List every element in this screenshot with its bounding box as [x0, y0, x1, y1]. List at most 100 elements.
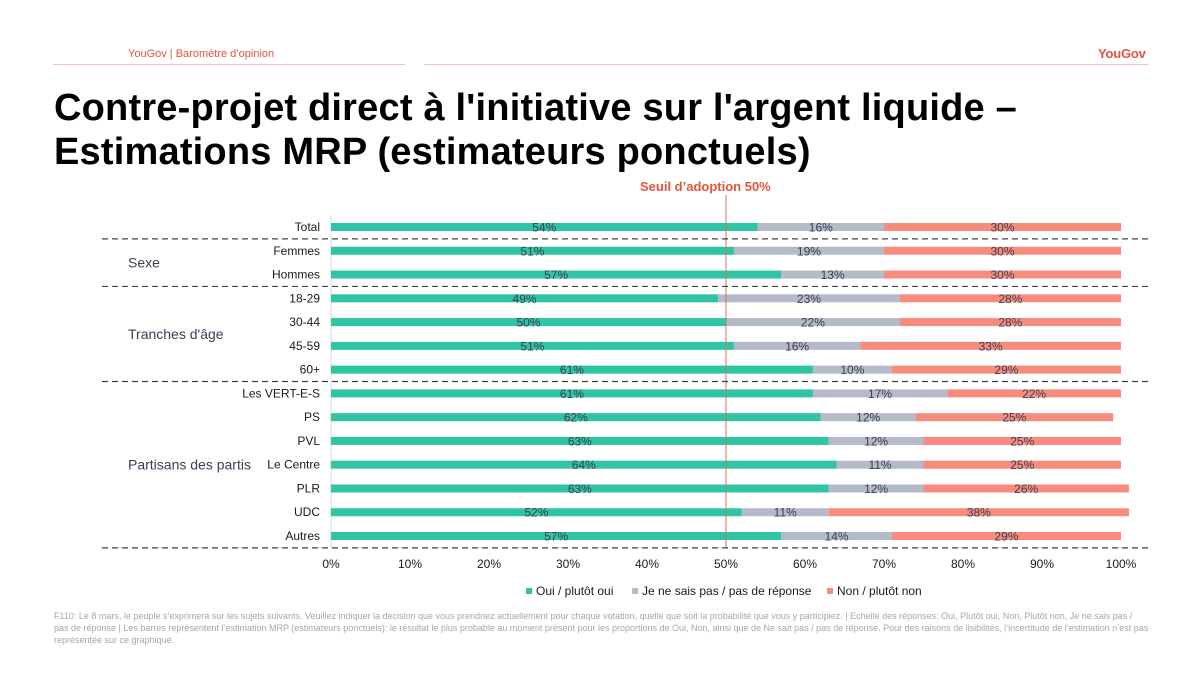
data-label-non: 30% [990, 244, 1014, 258]
data-label-oui: 57% [544, 530, 568, 544]
bar-non [915, 413, 1114, 422]
data-label-oui: 64% [572, 458, 596, 472]
category-label: 60+ [300, 363, 320, 377]
bar-non [923, 460, 1121, 469]
bar-non [923, 484, 1129, 493]
data-label-oui: 54% [532, 221, 556, 235]
bar-oui [331, 318, 726, 327]
x-tick-label: 30% [556, 557, 580, 571]
bar-nsp [741, 508, 829, 517]
category-label: Hommes [272, 268, 320, 282]
data-label-non: 30% [990, 268, 1014, 282]
data-label-nsp: 12% [864, 434, 888, 448]
bar-oui [331, 484, 829, 493]
yougov-logo: YouGov [1098, 46, 1146, 61]
category-label: PLR [297, 481, 321, 495]
bar-nsp [733, 246, 884, 255]
data-label-nsp: 12% [856, 411, 880, 425]
bar-non [891, 365, 1121, 374]
bar-nsp [781, 532, 892, 541]
header-divider-right [424, 64, 1148, 65]
bar-nsp [812, 389, 948, 398]
header-label: YouGov | Baromètre d’opinion [128, 48, 275, 60]
data-label-nsp: 17% [868, 387, 892, 401]
bar-non [884, 223, 1121, 231]
category-label: Le Centre [267, 458, 320, 472]
data-label-nsp: 11% [868, 458, 891, 472]
group-label: Partisans des partis [128, 457, 251, 473]
category-label: Autres [285, 529, 320, 543]
category-label: 45-59 [289, 339, 320, 353]
bar-nsp [828, 436, 924, 445]
category-label: PS [304, 410, 320, 424]
x-tick-label: 40% [635, 557, 659, 571]
bar-non [899, 318, 1121, 327]
bar-oui [331, 341, 734, 350]
legend-swatch-non [827, 588, 833, 594]
bar-nsp [836, 460, 924, 469]
legend-label-non: Non / plutôt non [837, 584, 922, 598]
bar-non [884, 270, 1121, 279]
data-label-non: 22% [1022, 387, 1046, 401]
data-label-oui: 52% [524, 506, 548, 520]
category-label: 30-44 [289, 315, 320, 329]
data-label-oui: 63% [568, 482, 592, 496]
bar-nsp [733, 341, 861, 350]
data-label-oui: 62% [564, 411, 588, 425]
x-tick-label: 70% [872, 557, 896, 571]
header-divider-left [53, 64, 405, 65]
bar-oui [331, 294, 719, 303]
x-tick-label: 0% [322, 557, 340, 571]
bar-oui [331, 413, 821, 422]
bar-oui [331, 436, 829, 445]
x-tick-label: 60% [793, 557, 817, 571]
bar-nsp [820, 413, 916, 422]
group-label: Tranches d'âge [128, 326, 224, 342]
data-label-nsp: 19% [797, 244, 821, 258]
bar-nsp [757, 223, 884, 231]
data-label-non: 33% [979, 339, 1003, 353]
category-label: Femmes [273, 244, 320, 258]
bar-oui [331, 532, 782, 541]
bar-nsp [718, 294, 900, 303]
category-label: 18-29 [289, 291, 320, 305]
data-label-non: 28% [998, 316, 1022, 330]
data-label-nsp: 13% [821, 268, 845, 282]
bar-nsp [726, 318, 900, 327]
data-label-non: 25% [1010, 458, 1034, 472]
data-label-oui: 49% [513, 292, 537, 306]
data-label-oui: 51% [520, 339, 544, 353]
category-label: PVL [297, 434, 320, 448]
data-label-oui: 51% [520, 244, 544, 258]
bar-nsp [812, 365, 892, 374]
bar-non [947, 389, 1121, 398]
data-label-non: 28% [998, 292, 1022, 306]
data-label-non: 25% [1010, 434, 1034, 448]
bar-non [891, 532, 1121, 541]
data-label-non: 30% [990, 221, 1014, 235]
group-label: Sexe [128, 255, 160, 271]
legend-swatch-oui [526, 588, 532, 594]
bar-oui [331, 460, 837, 469]
data-label-oui: 50% [516, 316, 540, 330]
data-label-oui: 63% [568, 434, 592, 448]
data-label-non: 29% [994, 363, 1018, 377]
x-tick-label: 90% [1030, 557, 1054, 571]
legend-label-oui: Oui / plutôt oui [536, 584, 613, 598]
data-label-nsp: 10% [840, 363, 864, 377]
data-label-oui: 61% [560, 363, 584, 377]
bar-oui [331, 223, 758, 231]
legend-label-nsp: Je ne sais pas / pas de réponse [642, 584, 812, 598]
data-label-nsp: 23% [797, 292, 821, 306]
bar-oui [331, 246, 734, 255]
x-tick-label: 10% [398, 557, 422, 571]
data-label-nsp: 12% [864, 482, 888, 496]
x-tick-label: 20% [477, 557, 501, 571]
legend-swatch-nsp [632, 588, 638, 594]
x-tick-label: 50% [714, 557, 738, 571]
bar-non [828, 508, 1129, 517]
data-label-nsp: 16% [785, 339, 809, 353]
threshold-annotation: Seuil d’adoption 50% [640, 179, 771, 194]
data-label-nsp: 11% [774, 506, 797, 520]
